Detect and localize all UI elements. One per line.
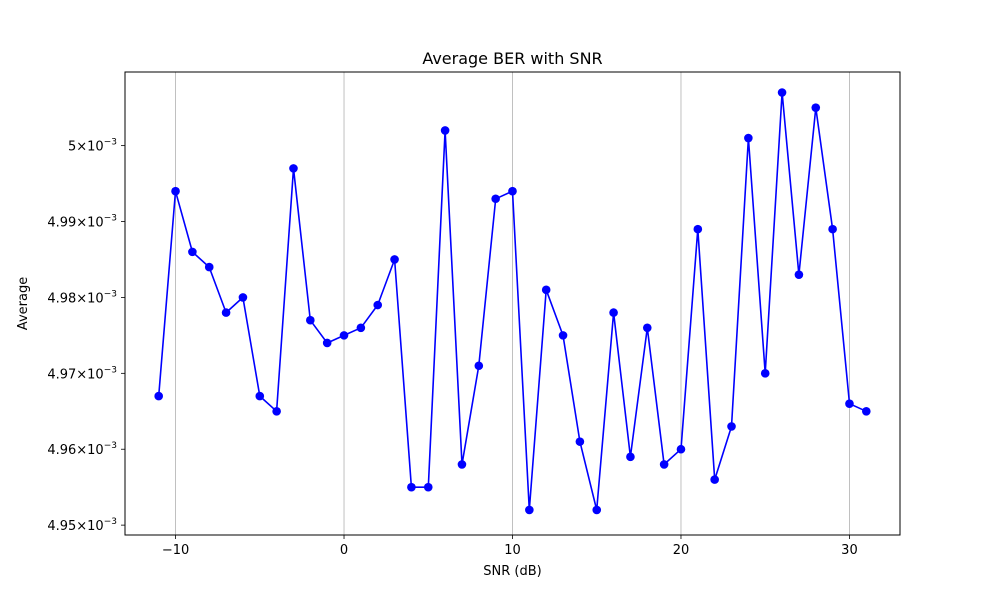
x-tick-label: 20	[673, 543, 690, 558]
data-point	[440, 126, 450, 135]
data-point	[188, 247, 197, 257]
data-point	[727, 422, 736, 431]
data-point	[306, 315, 315, 325]
y-tick-label: 4.99×10−3	[47, 214, 117, 231]
data-point	[356, 323, 366, 333]
data-point	[642, 323, 652, 333]
y-tick-label: 4.98×10−3	[47, 289, 117, 306]
x-tick-label: 0	[340, 543, 348, 558]
data-point	[238, 293, 248, 302]
data-point	[272, 406, 281, 416]
data-point	[710, 475, 719, 484]
x-axis: −10 0 10 20 30	[162, 535, 858, 558]
data-point	[339, 331, 349, 340]
x-tick-label: 10	[504, 543, 521, 558]
chart-title: Average BER with SNR	[422, 49, 602, 68]
data-point	[171, 186, 180, 196]
x-tick-label: −10	[162, 543, 189, 558]
y-tick-label: 4.96×10−3	[47, 441, 117, 458]
data-point	[862, 406, 871, 416]
data-point	[659, 460, 669, 469]
data-point	[794, 270, 804, 279]
data-point	[491, 194, 500, 204]
y-tick-label: 4.97×10−3	[47, 365, 117, 382]
y-tick-label: 4.95×10−3	[47, 517, 117, 534]
data-point	[322, 338, 332, 348]
data-point	[407, 482, 416, 492]
data-point	[760, 369, 770, 378]
data-point	[373, 300, 383, 310]
data-point	[626, 452, 635, 462]
data-point	[693, 224, 703, 234]
series	[154, 88, 871, 515]
grid	[175, 72, 850, 535]
y-axis: 4.95×10−3 4.96×10−3 4.97×10−3 4.98×10−3 4.99…	[47, 138, 125, 534]
data-point	[575, 437, 585, 446]
data-point	[609, 308, 618, 317]
data-point	[474, 361, 484, 371]
data-point	[508, 186, 517, 196]
data-point	[423, 482, 433, 492]
data-point	[558, 331, 568, 340]
data-point	[204, 262, 214, 272]
data-point	[289, 164, 298, 173]
x-axis-label: SNR (dB)	[483, 564, 541, 579]
data-point	[845, 399, 854, 408]
data-point	[777, 88, 787, 97]
data-point	[221, 308, 231, 317]
data-point	[525, 505, 534, 515]
data-point	[154, 391, 163, 401]
data-point	[255, 391, 265, 401]
data-point	[744, 133, 753, 143]
data-point	[592, 505, 602, 515]
data-point	[390, 255, 399, 264]
data-point	[828, 224, 837, 234]
data-point	[676, 444, 686, 454]
y-tick-label: 5×10−3	[68, 138, 117, 155]
data-point	[457, 460, 467, 469]
y-axis-label: Average	[16, 277, 31, 330]
x-tick-label: 30	[841, 543, 858, 558]
data-point	[541, 285, 551, 295]
data-point	[811, 103, 821, 112]
